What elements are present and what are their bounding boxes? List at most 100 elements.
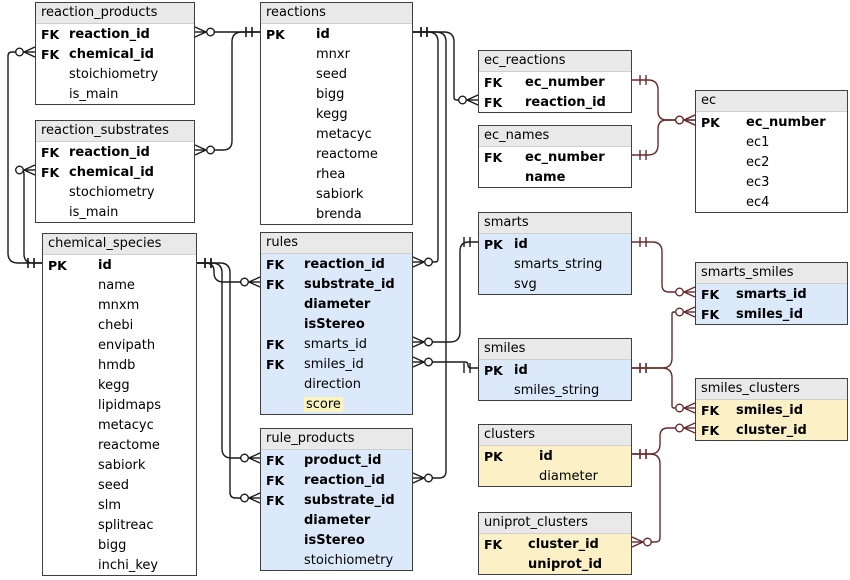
relation-reactions-ec_reactions — [413, 27, 479, 106]
relation-smarts-smarts_smiles — [632, 237, 696, 298]
table-title-reaction_products: reaction_products — [36, 3, 194, 24]
table-row: mnxr — [261, 44, 412, 64]
column-name-reaction_id: reaction_id — [69, 26, 150, 42]
table-row: lipidmaps — [43, 395, 196, 415]
row-key: FK — [701, 422, 720, 438]
table-row: PK id — [261, 24, 412, 44]
table-row: inchi_key — [43, 555, 196, 575]
column-name-smiles_id: smiles_id — [304, 356, 364, 372]
table-title-ec_reactions: ec_reactions — [479, 51, 631, 72]
table-ec_reactions: ec_reactions FK ec_number FK reaction_id — [478, 50, 632, 113]
column-name-diameter: diameter — [304, 512, 371, 528]
column-name-ec3: ec3 — [746, 174, 770, 190]
column-name-direction: direction — [304, 376, 361, 392]
table-smarts_smiles: smarts_smiles FK smarts_id FK smiles_id — [695, 262, 848, 325]
row-key: FK — [41, 46, 60, 62]
table-title-reactions: reactions — [261, 3, 412, 24]
row-key: FK — [266, 256, 285, 272]
row-key: FK — [484, 536, 503, 552]
table-row: stoichiometry — [36, 64, 194, 84]
table-ec_names: ec_names FK ec_number name — [478, 125, 632, 188]
table-row: brenda — [261, 204, 412, 224]
table-row: isStereo — [261, 530, 412, 550]
table-row: stoichiometry — [261, 550, 412, 570]
table-smiles: smiles PK id smiles_string — [478, 338, 632, 401]
column-name-id: id — [316, 26, 330, 42]
table-row: kegg — [261, 104, 412, 124]
column-name-id: id — [514, 362, 528, 378]
column-name-uniprot_id: uniprot_id — [528, 556, 603, 572]
table-row: FK smiles_id — [261, 354, 412, 374]
table-row: splitreac — [43, 515, 196, 535]
column-name-ec1: ec1 — [746, 134, 770, 150]
table-row: PK ec_number — [696, 112, 847, 132]
column-name-ec_number: ec_number — [746, 114, 826, 130]
relation-smiles-rules — [412, 356, 478, 373]
row-key: PK — [484, 236, 503, 252]
table-row: rhea — [261, 164, 412, 184]
column-name-name: name — [98, 277, 135, 293]
column-name-smarts_string: smarts_string — [514, 256, 603, 272]
table-row: FK cluster_id — [696, 420, 847, 440]
relation-smiles-smarts_smiles — [632, 306, 696, 373]
column-name-diameter: diameter — [539, 468, 598, 484]
column-name-id: id — [514, 236, 528, 252]
table-row: FK product_id — [261, 450, 412, 470]
row-key: FK — [266, 472, 285, 488]
column-name-rhea: rhea — [316, 166, 346, 182]
table-reaction_substrates: reaction_substrates FK reaction_id FK chemic… — [35, 120, 195, 223]
column-name-product_id: product_id — [304, 452, 382, 468]
table-row: bigg — [43, 535, 196, 555]
column-name-lipidmaps: lipidmaps — [98, 397, 161, 413]
column-name-substrate_id: substrate_id — [304, 276, 395, 292]
table-row: smarts_string — [479, 254, 631, 274]
column-name-seed: seed — [316, 66, 348, 82]
column-name-smiles_id: smiles_id — [736, 402, 804, 418]
table-title-reaction_substrates: reaction_substrates — [36, 121, 194, 142]
row-key: FK — [701, 402, 720, 418]
row-key: FK — [266, 276, 285, 292]
column-name-id: id — [98, 257, 112, 273]
column-name-substrate_id: substrate_id — [304, 492, 395, 508]
column-name-chemical_id: chemical_id — [69, 46, 154, 62]
column-name-ec2: ec2 — [746, 154, 770, 170]
table-row: PK id — [479, 360, 631, 380]
table-row: chebi — [43, 315, 196, 335]
table-row: seed — [43, 475, 196, 495]
row-key: FK — [266, 492, 285, 508]
table-row: sabiork — [261, 184, 412, 204]
column-name-smarts_id: smarts_id — [736, 286, 807, 302]
table-clusters: clusters PK id diameter — [478, 424, 632, 487]
table-row: kegg — [43, 375, 196, 395]
table-row: svg — [479, 274, 631, 294]
row-key: PK — [48, 257, 67, 273]
row-key: FK — [41, 26, 60, 42]
table-row: smiles_string — [479, 380, 631, 400]
table-uniprot_clusters: uniprot_clusters FK cluster_id uniprot_id — [478, 512, 632, 575]
column-name-diameter: diameter — [304, 296, 371, 312]
table-title-ec: ec — [696, 91, 847, 112]
table-row: FK reaction_id — [261, 254, 412, 274]
table-row: metacyc — [43, 415, 196, 435]
column-name-isStereo: isStereo — [304, 532, 365, 548]
column-name-metacyc: metacyc — [316, 126, 372, 142]
column-name-bigg: bigg — [98, 537, 127, 553]
table-row: FK smarts_id — [696, 284, 847, 304]
column-name-svg: svg — [514, 276, 537, 292]
row-key: FK — [266, 452, 285, 468]
column-name-chebi: chebi — [98, 317, 134, 333]
table-title-rule_products: rule_products — [261, 429, 412, 450]
row-key: FK — [484, 74, 503, 90]
table-row: name — [43, 275, 196, 295]
row-key: PK — [266, 26, 285, 42]
table-row: envipath — [43, 335, 196, 355]
column-name-cluster_id: cluster_id — [528, 536, 599, 552]
column-name-stoichiometry: stoichiometry — [69, 66, 159, 82]
row-key: FK — [701, 306, 720, 322]
table-title-smiles_clusters: smiles_clusters — [696, 379, 847, 400]
column-name-bigg: bigg — [316, 86, 345, 102]
table-row: stochiometry — [36, 182, 194, 202]
table-row: ec2 — [696, 152, 847, 172]
column-name-kegg: kegg — [98, 377, 130, 393]
